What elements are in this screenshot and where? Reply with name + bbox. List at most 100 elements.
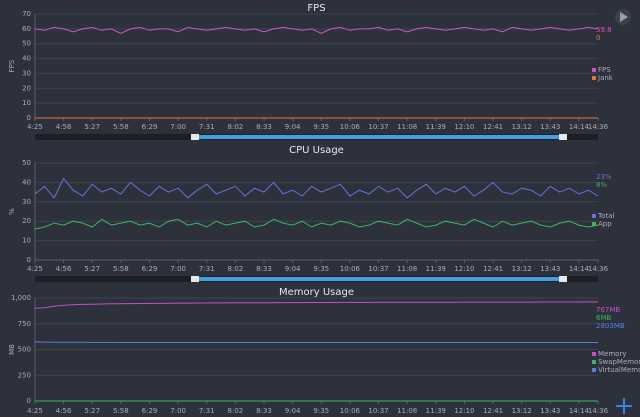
x-tick-label: 12:10 — [454, 123, 474, 131]
x-tick-label: 13:12 — [512, 265, 532, 273]
x-tick-label: 4:25 — [27, 123, 43, 131]
x-tick-label: 12:41 — [483, 265, 503, 273]
x-tick-label: 5:27 — [84, 407, 100, 415]
x-tick-label: 5:27 — [84, 265, 100, 273]
x-tick-label: 13:12 — [512, 407, 532, 415]
current-value: 767MB — [596, 306, 620, 314]
x-tick-label: 10:37 — [368, 123, 388, 131]
play-icon[interactable] — [620, 12, 628, 22]
y-tick-label: 60 — [22, 25, 31, 33]
current-value: 2803MB — [596, 322, 625, 330]
slider-range — [197, 277, 561, 281]
chart-title: Memory Usage — [279, 287, 354, 298]
x-tick-label: 12:10 — [454, 407, 474, 415]
y-tick-label: 40 — [22, 55, 31, 63]
play-button[interactable] — [615, 9, 631, 25]
slider-handle[interactable] — [559, 276, 567, 282]
x-tick-label: 11:39 — [426, 265, 446, 273]
current-value: 6MB — [596, 314, 611, 322]
legend-label: Memory — [598, 350, 626, 358]
slider-handle[interactable] — [191, 276, 199, 282]
y-tick-label: 20 — [22, 217, 31, 225]
legend-label: Jank — [597, 74, 614, 82]
x-tick-label: 14:36 — [588, 123, 609, 131]
x-tick-label: 8:02 — [228, 407, 244, 415]
x-tick-label: 11:39 — [426, 407, 446, 415]
x-tick-label: 14:36 — [588, 265, 609, 273]
x-tick-label: 7:00 — [170, 123, 186, 131]
slider-handle[interactable] — [559, 134, 567, 140]
x-tick-label: 9:04 — [285, 123, 301, 131]
legend-swatch — [592, 68, 596, 72]
legend-label: App — [598, 220, 612, 228]
legend-label: VirtualMemory — [598, 366, 640, 374]
chart-panel: CPU Usage% 0 10 20 30 40 50 4:25 4:56 5:27 5:58 6:2… — [8, 145, 614, 282]
range-slider[interactable] — [35, 276, 598, 282]
series-line — [34, 301, 598, 309]
y-tick-label: 10 — [22, 237, 31, 245]
x-tick-label: 13:43 — [540, 265, 560, 273]
series-line — [34, 26, 599, 34]
y-tick-label: 70 — [22, 10, 31, 18]
y-tick-label: 30 — [22, 69, 31, 77]
x-tick-label: 9:04 — [285, 265, 301, 273]
y-tick-label: 50 — [22, 159, 31, 167]
y-axis-label: MB — [8, 344, 16, 355]
x-tick-label: 7:31 — [199, 407, 215, 415]
x-tick-label: 7:00 — [170, 407, 186, 415]
y-tick-label: 0 — [27, 397, 31, 405]
y-tick-label: 20 — [22, 84, 31, 92]
y-tick-label: 0 — [27, 256, 31, 264]
plus-icon[interactable] — [616, 398, 632, 414]
x-tick-label: 14:36 — [588, 407, 609, 415]
current-value: 0 — [596, 34, 600, 42]
x-tick-label: 14:14 — [569, 123, 590, 131]
chart-panel: Memory Usage MB 0 250 500 750 1,000 4:25 4:56 5:2… — [8, 287, 640, 415]
x-tick-label: 8:02 — [228, 265, 244, 273]
legend-label: SwapMemory — [598, 358, 640, 366]
chart-title: FPS — [307, 3, 325, 14]
x-tick-label: 13:43 — [540, 123, 560, 131]
x-tick-label: 11:08 — [397, 123, 417, 131]
y-tick-label: 750 — [18, 320, 31, 328]
y-tick-label: 0 — [27, 114, 31, 122]
current-value: 8% — [596, 181, 607, 189]
x-tick-label: 9:35 — [313, 123, 329, 131]
y-tick-label: 50 — [22, 40, 31, 48]
legend-swatch — [592, 352, 596, 356]
x-tick-label: 5:58 — [113, 265, 129, 273]
x-tick-label: 10:06 — [340, 407, 361, 415]
slider-handle[interactable] — [191, 134, 199, 140]
x-tick-label: 9:35 — [313, 265, 329, 273]
x-tick-label: 4:56 — [56, 123, 72, 131]
add-button[interactable] — [616, 398, 632, 414]
chart-panel: FPS FPS 0 10 20 30 40 50 60 70 4:25 4:56 5:27 5:58 6:2… — [8, 3, 614, 140]
x-tick-label: 7:31 — [199, 265, 215, 273]
y-axis-label: % — [8, 208, 16, 215]
x-tick-label: 8:33 — [256, 265, 272, 273]
x-tick-label: 4:25 — [27, 265, 43, 273]
series-line — [34, 177, 599, 199]
x-tick-label: 5:58 — [113, 407, 129, 415]
x-tick-label: 10:06 — [340, 123, 361, 131]
y-axis-label: FPS — [8, 59, 16, 72]
current-value: 23% — [596, 173, 612, 181]
legend-swatch — [592, 214, 596, 218]
chart-title: CPU Usage — [289, 145, 344, 156]
range-slider[interactable] — [35, 134, 598, 140]
x-tick-label: 11:08 — [397, 407, 417, 415]
x-tick-label: 12:10 — [454, 265, 474, 273]
y-tick-label: 250 — [18, 371, 31, 379]
x-tick-label: 8:33 — [256, 407, 272, 415]
x-tick-label: 13:12 — [512, 123, 532, 131]
x-tick-label: 6:29 — [142, 265, 158, 273]
slider-range — [197, 135, 561, 139]
x-tick-label: 5:58 — [113, 123, 129, 131]
legend-swatch — [592, 222, 596, 226]
current-value: 59.8 — [596, 26, 612, 34]
y-tick-label: 500 — [18, 346, 31, 354]
legend-swatch — [592, 76, 596, 80]
legend-swatch — [592, 368, 596, 372]
